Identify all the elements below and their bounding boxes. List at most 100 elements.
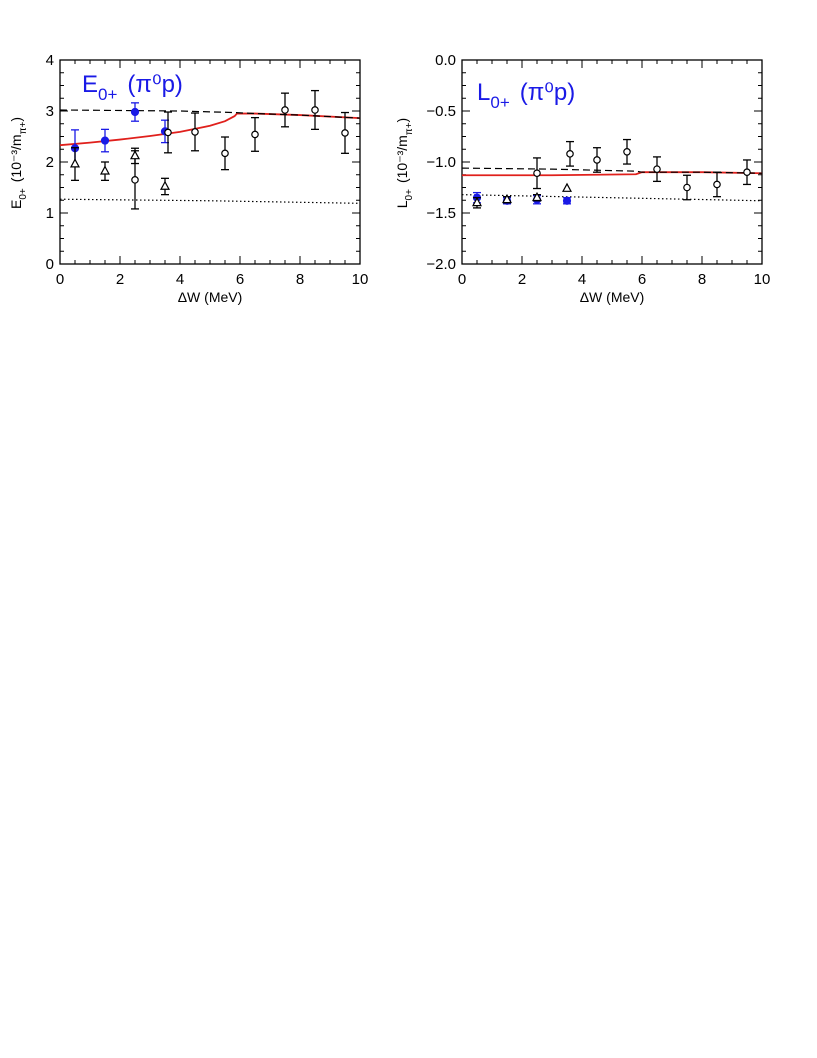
title-main: E [82,71,98,98]
data-point-open-circle [191,112,199,152]
marker-open-circle [623,148,631,156]
marker-open-circle [341,129,349,137]
chart-panel-e0plus: E0+ (π⁰p) ΔW (MeV) E0+(10⁻³/mπ+) 0 2 4 6 8 100… [8,52,368,305]
data-point-open-circle [341,111,349,154]
data-point-triangle [69,147,81,182]
data-point-open-circle [311,89,319,131]
y-tick-label: 0.0 [435,52,456,69]
marker-open-circle [221,149,229,158]
y-label-units: (10⁻³/m [394,135,410,183]
marker-open-circle [281,106,289,114]
data-point-triangle [531,191,543,202]
y-tick-label: 1 [46,205,54,222]
x-tick-label: 8 [296,271,304,288]
y-tick-label: −1.5 [426,205,456,222]
y-label-subscript: 0+ [18,188,29,200]
y-label-units-subscript: π+ [18,122,29,135]
marker-triangle [531,191,543,202]
y-axis-label: L0+ (10⁻³/mπ+) [394,118,415,208]
y-label-main: E [8,200,24,209]
y-label-subscript: 0+ [404,189,415,201]
marker-filled-circle [100,136,110,145]
panel-title: L0+ (π⁰p) [477,79,575,112]
title-rest: (π⁰p) [127,71,183,98]
x-tick-label: 10 [754,271,771,288]
marker-triangle [561,182,573,192]
y-tick-label: −2.0 [426,256,456,273]
data-point-open-circle [713,171,721,198]
marker-triangle [99,165,111,175]
marker-open-circle [653,165,661,173]
data-point-open-circle [164,111,172,154]
marker-open-circle [683,183,691,192]
marker-open-circle [533,169,541,178]
data-point-open-circle [566,140,574,167]
x-tick-label: 4 [176,271,184,288]
chart-panel-l0plus: L0+ (π⁰p) ΔW (MeV) L0+(10⁻³/mπ+) 0 2 4 6 8 10−… [394,52,770,305]
marker-open-circle [566,150,574,158]
x-axis-label: ΔW (MeV) [178,289,243,305]
y-label-units: (10⁻³/m [8,134,24,182]
marker-open-circle [191,128,199,136]
data-point-filled-circle [100,128,110,153]
title-subscript: 0+ [490,93,509,112]
y-label-close: ) [8,117,24,122]
data-point-open-circle [221,136,229,171]
title-subscript: 0+ [98,85,117,104]
x-tick-label: 6 [236,271,244,288]
curve-dashed [59,109,361,119]
x-tick-label: 4 [578,271,586,288]
curve-dotted [59,198,361,204]
data-point-open-circle [743,159,751,186]
y-label-close: ) [394,118,410,123]
y-tick-label: 4 [46,52,54,69]
x-tick-label: 10 [352,271,369,288]
data-point-open-circle [251,116,259,152]
marker-open-circle [593,156,601,164]
y-tick-label: 0 [46,256,54,273]
x-tick-label: 6 [638,271,646,288]
x-tick-label: 0 [458,271,466,288]
x-tick-label: 0 [56,271,64,288]
plot-frame [461,59,763,265]
title-rest: (π⁰p) [520,79,576,106]
curve-dashed [461,167,763,174]
marker-triangle [129,150,141,160]
marker-filled-circle [130,107,140,117]
x-tick-label: 8 [698,271,706,288]
data-point-triangle [501,193,513,204]
data-point-filled-circle [562,196,572,205]
marker-open-circle [164,128,172,137]
data-point-filled-circle [130,102,140,122]
y-label-units-subscript: π+ [404,122,415,135]
data-point-triangle [159,177,171,196]
marker-open-circle [743,168,751,177]
y-tick-label: −0.5 [426,103,456,120]
data-point-triangle [129,147,141,165]
marker-open-circle [713,180,721,189]
x-axis-label: ΔW (MeV) [580,289,645,305]
marker-open-circle [251,130,259,139]
x-tick-label: 2 [116,271,124,288]
y-axis-label: E0+ (10⁻³/mπ+) [8,117,29,209]
data-point-open-circle [593,147,601,173]
data-point-triangle [99,161,111,182]
data-point-open-circle [281,92,289,128]
data-point-triangle [471,196,483,209]
data-point-open-circle [623,138,631,165]
data-point-triangle [561,182,573,192]
panel-title: E0+ (π⁰p) [82,71,183,104]
marker-filled-circle [562,196,572,205]
y-label-main: L [394,200,410,208]
marker-triangle [69,158,81,168]
y-tick-label: 2 [46,154,54,171]
data-point-open-circle [683,174,691,201]
y-tick-label: 3 [46,103,54,120]
marker-triangle [471,196,483,207]
data-point-open-circle [653,156,661,183]
marker-open-circle [131,176,139,184]
title-main: L [477,79,490,106]
marker-open-circle [311,106,319,114]
marker-triangle [501,193,513,204]
